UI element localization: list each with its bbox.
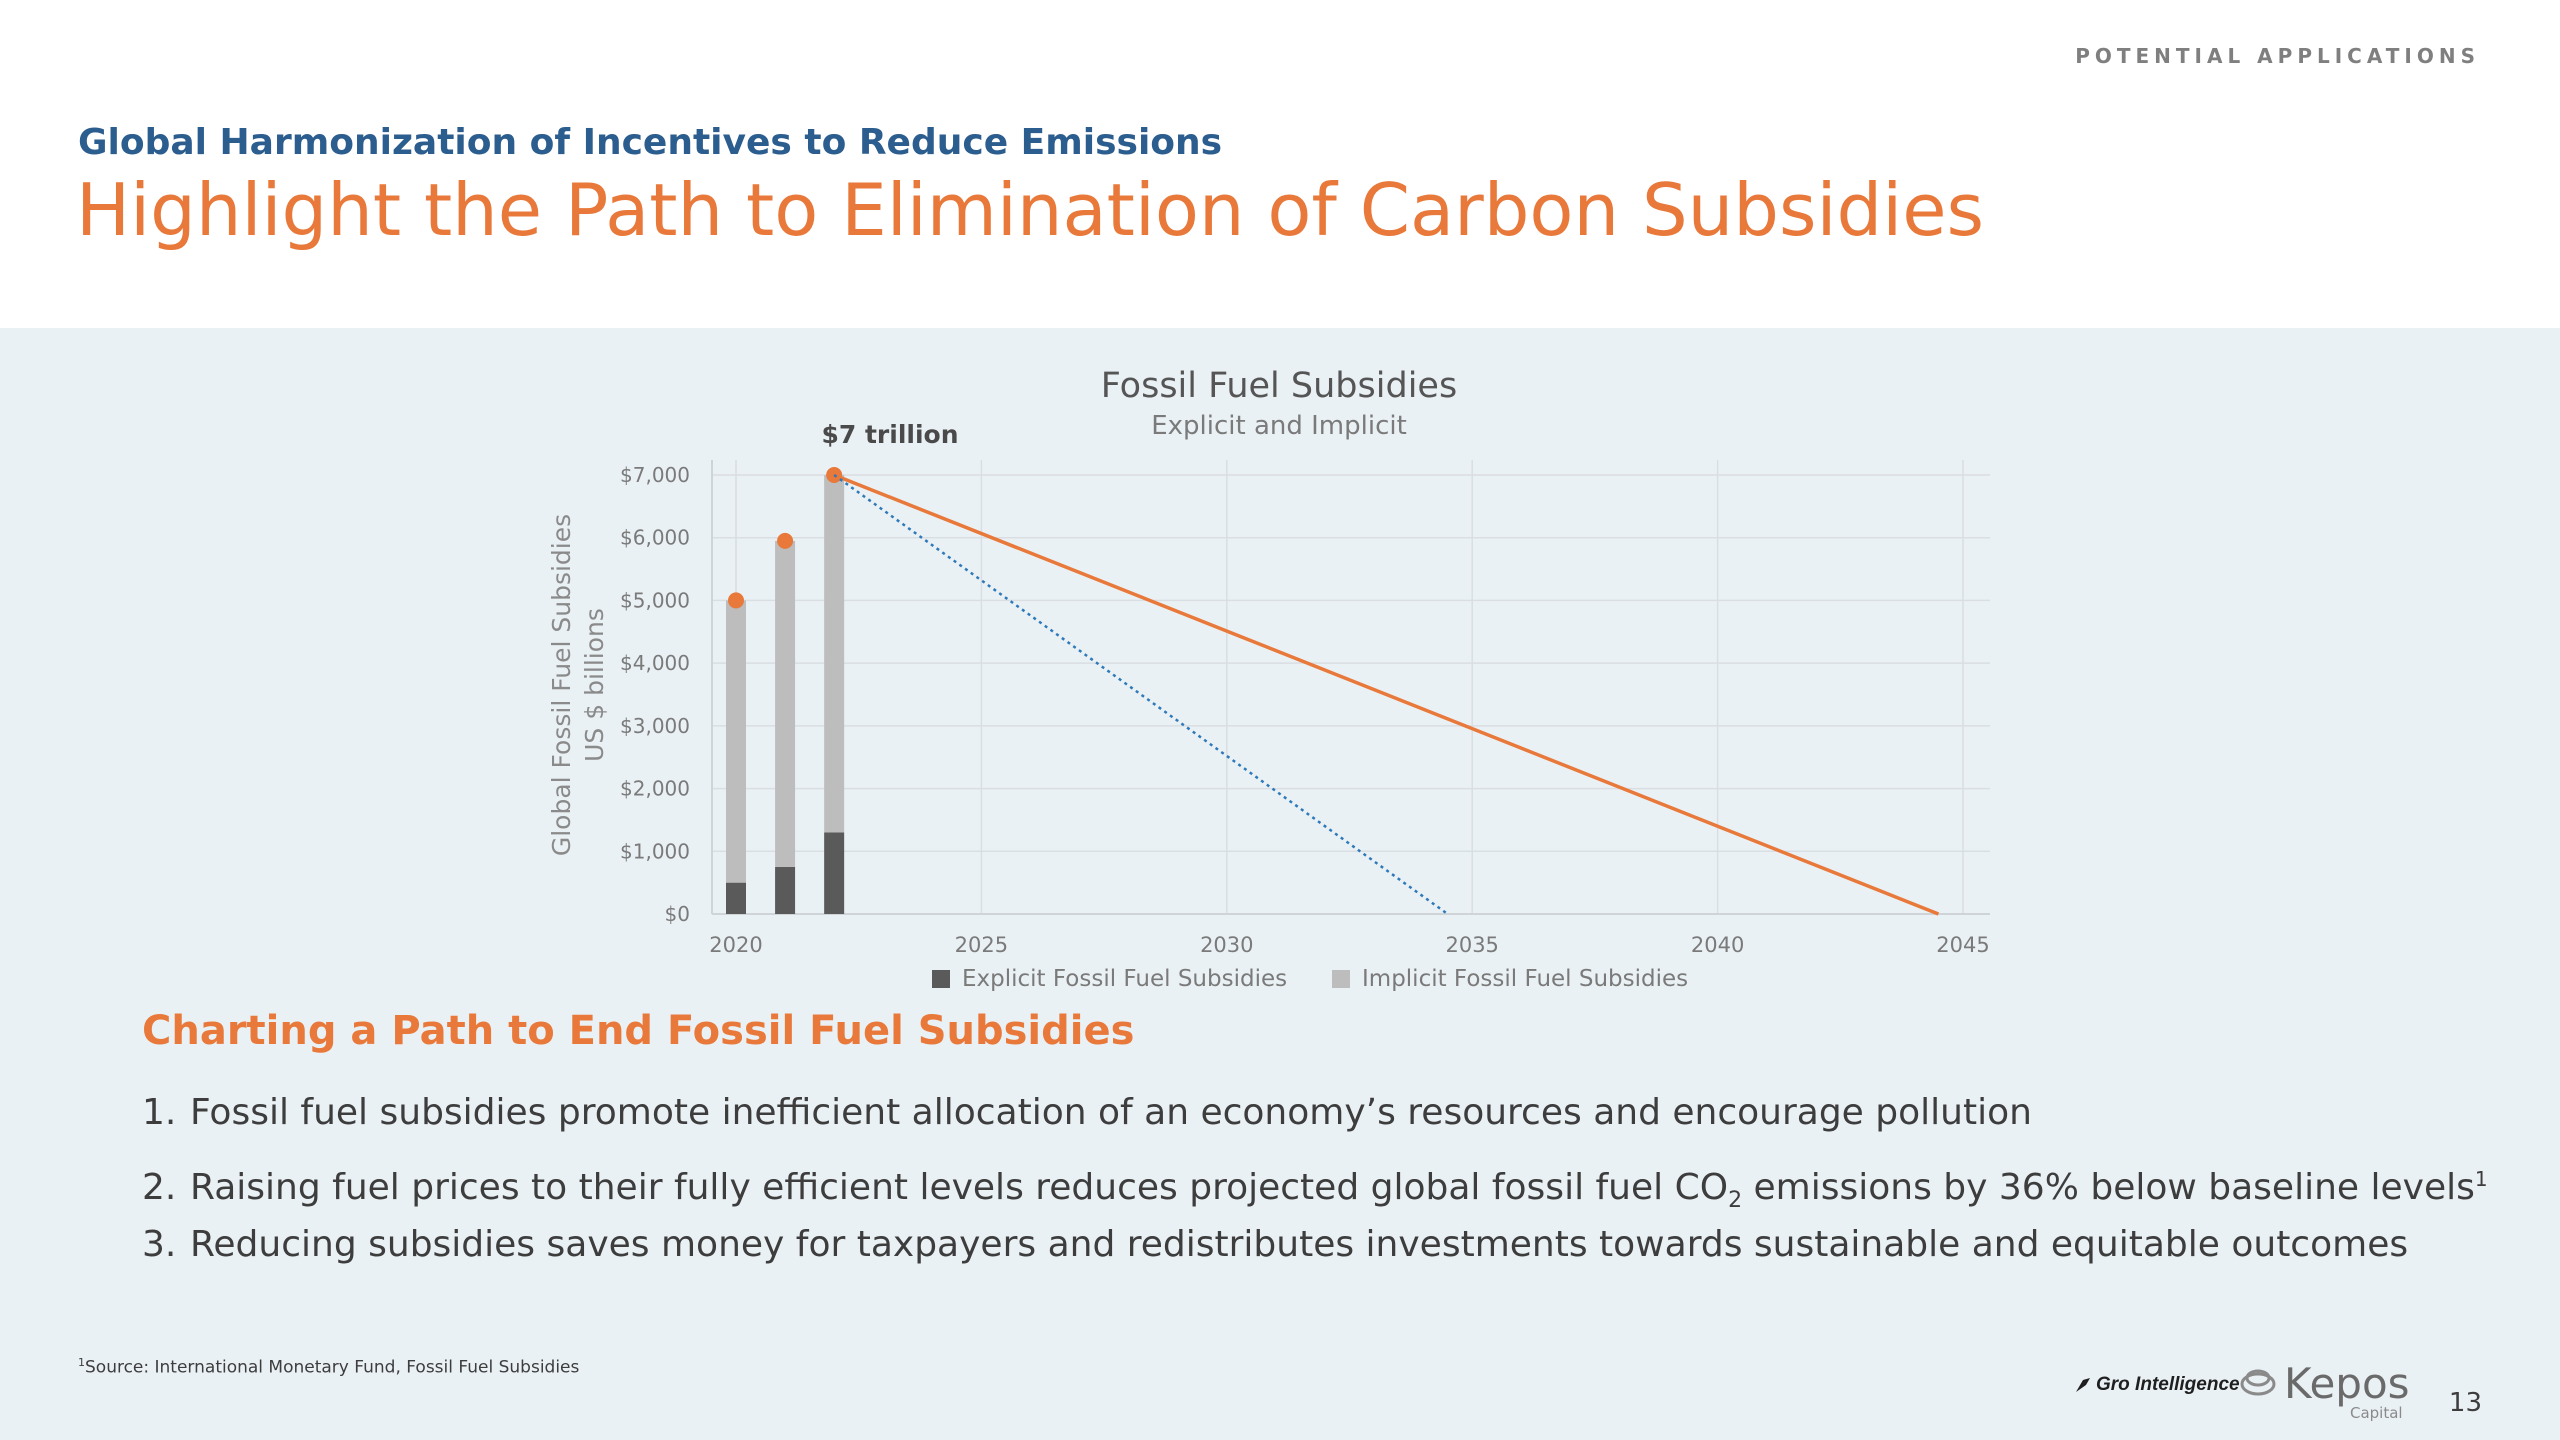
footnote-mark: 1	[78, 1356, 85, 1369]
list-item: 2. Raising fuel prices to their fully eff…	[142, 1151, 2488, 1217]
list-text: Raising fuel prices to their fully effic…	[190, 1167, 1729, 1208]
bar-segment	[775, 540, 796, 867]
list-number: 2.	[142, 1167, 177, 1208]
bar-total-marker	[728, 592, 744, 609]
subscript: 2	[1728, 1188, 1743, 1214]
x-tick-label: 2040	[1691, 933, 1744, 957]
y-tick-label: $4,000	[620, 651, 690, 675]
bar-segment	[775, 866, 796, 914]
y-tick-label: $7,000	[620, 463, 690, 487]
chart-title: Fossil Fuel Subsidies	[1101, 366, 1457, 406]
y-tick-label: $0	[665, 902, 690, 926]
y-tick-label: $6,000	[620, 526, 690, 550]
y-tick-label: $1,000	[620, 839, 690, 863]
footnote-text: Source: International Monetary Fund, Fos…	[85, 1357, 580, 1378]
x-tick-label: 2035	[1445, 933, 1498, 957]
list-number: 1.	[142, 1092, 177, 1133]
bar-segment	[824, 475, 845, 833]
body-subheading: Charting a Path to End Fossil Fuel Subsi…	[142, 1008, 1135, 1054]
bar-segment	[824, 832, 845, 914]
gro-intelligence-logo: Gro Intelligence	[2074, 1374, 2240, 1396]
legend-label: Explicit Fossil Fuel Subsidies	[962, 966, 1287, 992]
gro-leaf-icon	[2076, 1378, 2090, 1392]
kepos-shell-icon	[2240, 1369, 2276, 1396]
list-text: Reducing subsidies saves money for taxpa…	[190, 1224, 2409, 1265]
page-number: 13	[2448, 1388, 2482, 1418]
kepos-logo-text: Kepos	[2284, 1359, 2410, 1408]
legend-swatch	[932, 970, 950, 988]
x-tick-label: 2030	[1200, 933, 1253, 957]
content-panel	[0, 328, 2560, 1440]
list-item: 1. Fossil fuel subsidies promote ineffici…	[142, 1085, 2488, 1151]
x-tick-label: 2025	[955, 933, 1008, 957]
bar-total-marker	[777, 532, 794, 549]
y-axis-sublabel: US $ billions	[580, 608, 609, 762]
bar-segment	[726, 600, 746, 883]
kepos-capital-logo: Kepos Capital	[2240, 1359, 2410, 1422]
x-tick-label: 2045	[1936, 933, 1989, 957]
footnote-ref: 1	[2474, 1167, 2488, 1191]
slide-kicker: Global Harmonization of Incentives to Re…	[78, 122, 1223, 163]
elimination-path-line	[833, 473, 1940, 916]
x-tick-label: 2020	[709, 933, 762, 957]
section-tag: POTENTIAL APPLICATIONS	[2075, 44, 2480, 68]
y-tick-label: $5,000	[620, 588, 690, 612]
legend-label: Implicit Fossil Fuel Subsidies	[1362, 966, 1688, 992]
list-text-tail: emissions by 36% below baseline levels	[1742, 1167, 2475, 1208]
y-axis-label: Global Fossil Fuel Subsidies	[547, 514, 576, 856]
kepos-logo-subtext: Capital	[2350, 1404, 2403, 1422]
peak-annotation: $7 trillion	[821, 420, 958, 449]
chart-subtitle: Explicit and Implicit	[1151, 411, 1407, 441]
accelerated-path-line	[833, 473, 1449, 916]
key-points-list: 1. Fossil fuel subsidies promote ineffici…	[142, 1085, 2488, 1283]
gro-logo-text: Gro Intelligence	[2096, 1374, 2240, 1395]
slide-title: Highlight the Path to Elimination of Car…	[76, 168, 1985, 252]
y-tick-label: $2,000	[620, 777, 690, 801]
bar-segment	[726, 882, 746, 914]
list-text: Fossil fuel subsidies promote inefficien…	[190, 1092, 2032, 1133]
y-tick-label: $3,000	[620, 714, 690, 738]
list-number: 3.	[142, 1224, 177, 1265]
legend-swatch	[1332, 970, 1350, 988]
list-item: 3. Reducing subsidies saves money for tax…	[142, 1217, 2488, 1283]
footnote: 1Source: International Monetary Fund, Fo…	[78, 1356, 579, 1378]
